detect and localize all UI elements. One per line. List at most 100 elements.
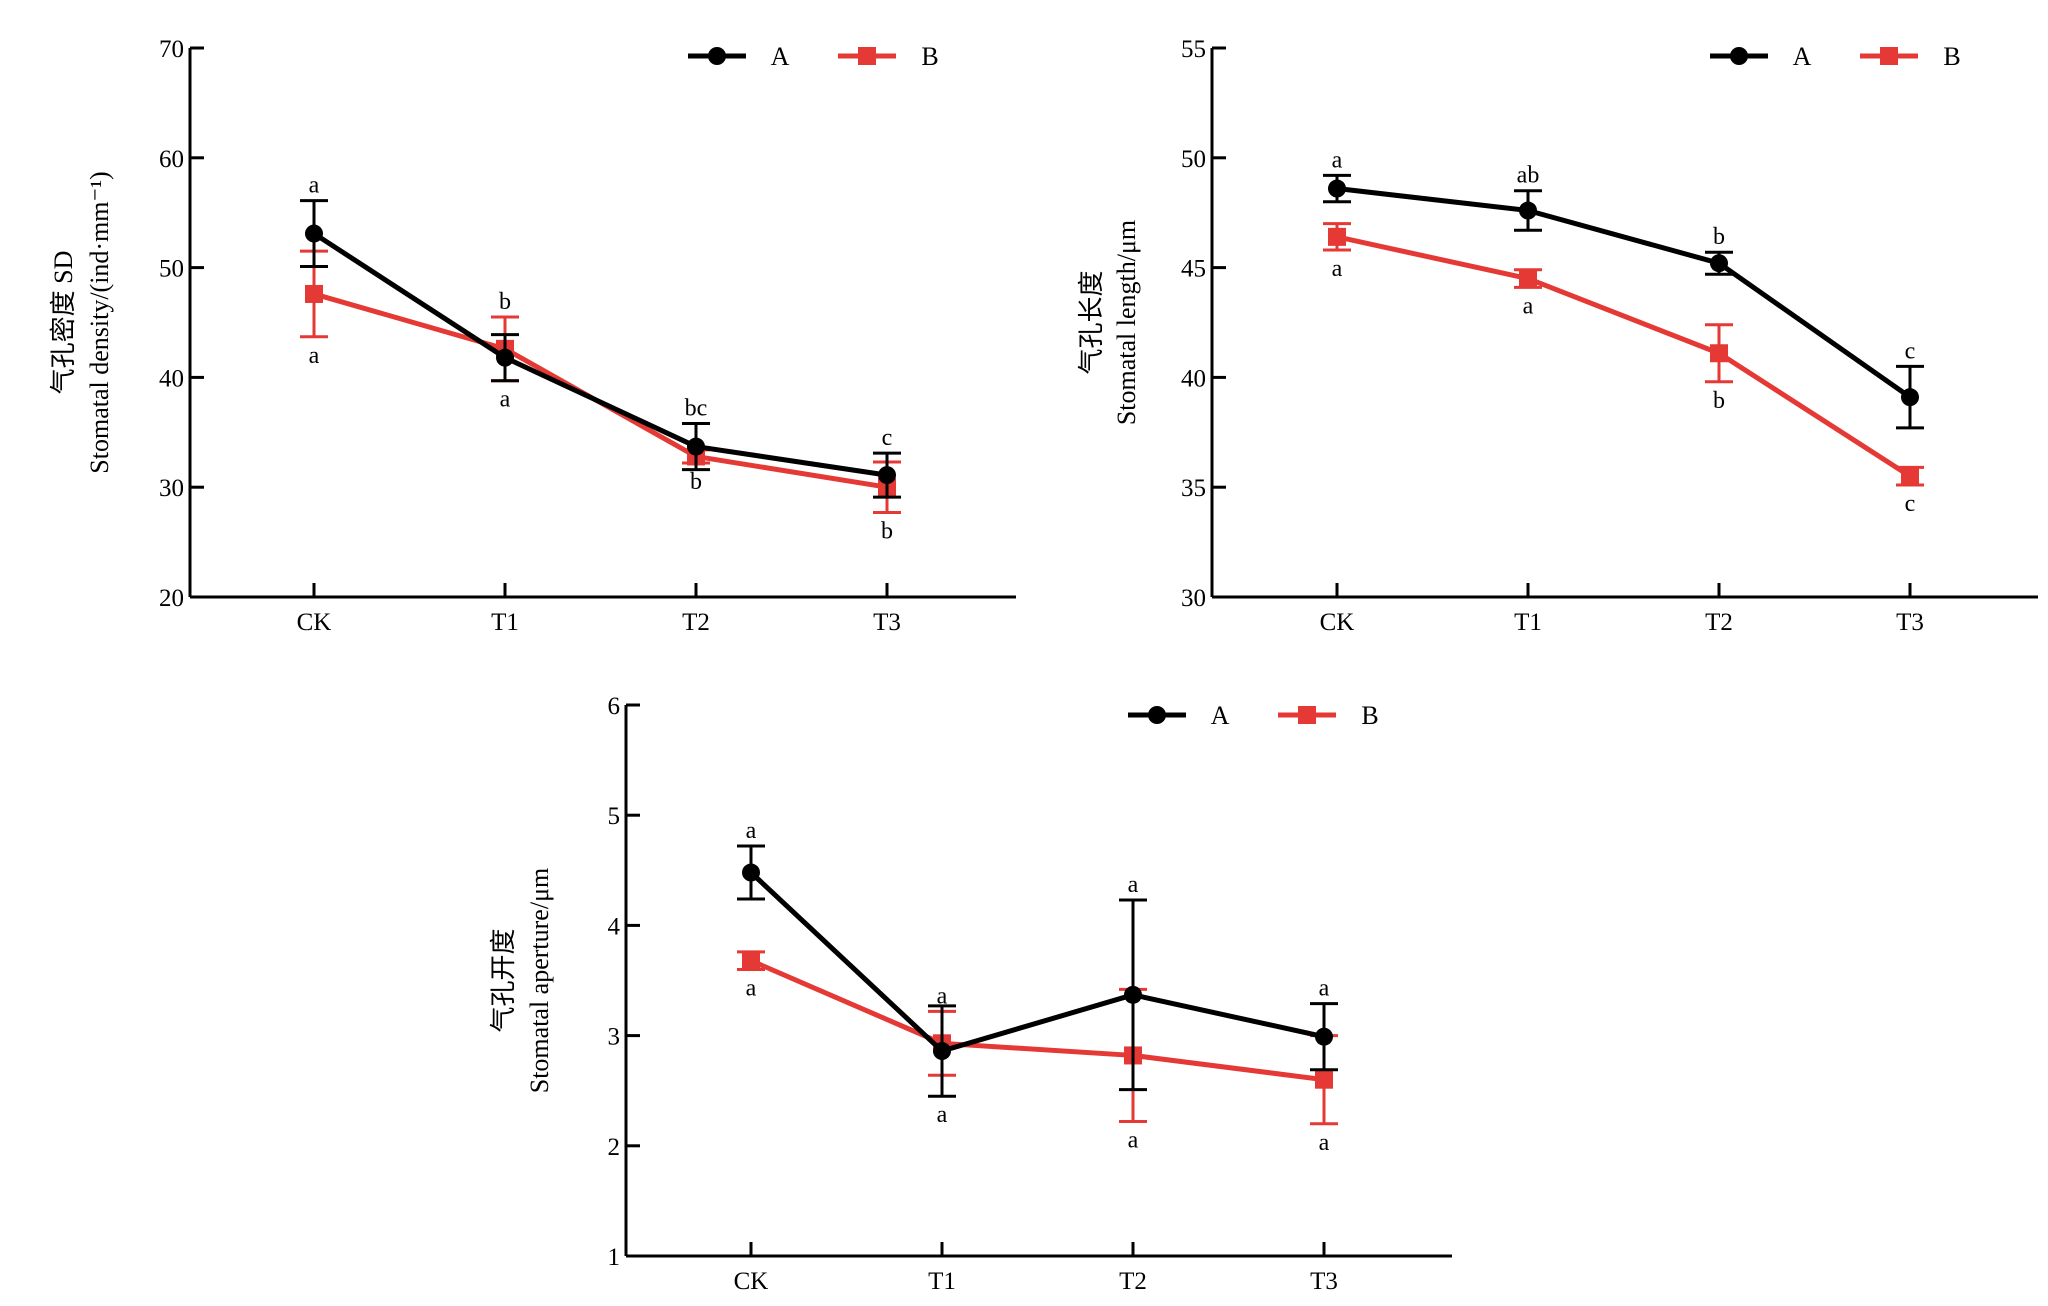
legend-marker-square-icon xyxy=(1880,47,1898,65)
x-tick-label: T2 xyxy=(1705,609,1733,636)
y-tick-label: 30 xyxy=(159,475,184,502)
x-tick-label: T1 xyxy=(928,1268,956,1295)
series-line xyxy=(312,231,888,478)
legend-marker-circle-icon xyxy=(1148,706,1166,724)
data-point xyxy=(878,466,896,485)
x-tick-label: T3 xyxy=(1896,609,1924,636)
significance-letter: a xyxy=(1319,976,1330,1002)
significance-letter: a xyxy=(1128,872,1139,898)
legend-label: B xyxy=(1943,42,1960,71)
legend-label: A xyxy=(1793,42,1812,71)
legend-marker-square-icon xyxy=(858,47,876,65)
significance-letter: a xyxy=(937,1102,948,1128)
significance-letter: b xyxy=(690,469,702,495)
data-point xyxy=(1710,344,1728,363)
series-B: a a b c xyxy=(1323,222,1924,517)
significance-letter: a xyxy=(1523,293,1534,319)
data-point xyxy=(1315,1070,1333,1089)
y-tick-label: 20 xyxy=(159,585,184,612)
legend-marker-square-icon xyxy=(1298,706,1316,724)
data-point xyxy=(1124,985,1142,1004)
significance-letter: ab xyxy=(1517,163,1540,189)
y-tick-label: 50 xyxy=(1181,146,1206,173)
legend-label: A xyxy=(1211,701,1230,730)
x-tick-label: T1 xyxy=(491,609,519,636)
y-axis-label-en: Stomatal aperture/μm xyxy=(525,868,554,1093)
chart-length: 30 35 40 45 50 55 CK T1 T2 T3 气孔长度 Stomatal length/… xyxy=(1077,36,2038,636)
significance-letter: a xyxy=(500,387,511,413)
y-axis-label-en: Stomatal density/(ind·mm⁻¹) xyxy=(85,171,114,473)
legend-label: B xyxy=(921,42,938,71)
series-B: a b b b xyxy=(300,249,901,544)
significance-letter: a xyxy=(746,975,757,1001)
y-axis-label-en: Stomatal length/μm xyxy=(1112,220,1141,425)
x-tick-label: CK xyxy=(1320,609,1355,636)
x-tick-label: T1 xyxy=(1514,609,1542,636)
significance-letter: a xyxy=(1332,147,1343,173)
data-point xyxy=(687,437,705,456)
series-B: a a a a xyxy=(737,950,1338,1156)
data-point xyxy=(742,863,760,882)
chart-density: 20 30 40 50 60 70 CK T1 T2 T3 气孔密度 SD Stomatal dens… xyxy=(49,36,1016,636)
y-tick-label: 50 xyxy=(159,256,184,283)
data-point xyxy=(305,284,323,303)
significance-letter: a xyxy=(1128,1128,1139,1154)
significance-letter: a xyxy=(746,818,757,844)
y-tick-label: 1 xyxy=(608,1244,621,1271)
y-tick-label: 4 xyxy=(608,913,621,940)
y-tick-label: 3 xyxy=(608,1024,621,1051)
significance-letter: b xyxy=(499,289,511,315)
y-axis-label-cn: 气孔密度 SD xyxy=(49,251,78,395)
x-tick-label: T2 xyxy=(1119,1268,1147,1295)
y-axis-label-cn: 气孔长度 xyxy=(1077,270,1106,374)
y-tick-label: 70 xyxy=(159,36,184,63)
y-tick-label: 40 xyxy=(1181,365,1206,392)
data-point xyxy=(1315,1027,1333,1046)
series-A: a a a a xyxy=(737,818,1338,1128)
series-line xyxy=(313,291,888,490)
data-point xyxy=(1901,467,1919,486)
x-tick-label: T3 xyxy=(873,609,901,636)
y-tick-label: 6 xyxy=(608,693,621,720)
y-tick-label: 45 xyxy=(1181,256,1206,283)
significance-letter: a xyxy=(937,983,948,1009)
data-point xyxy=(1519,201,1537,220)
series-line xyxy=(1336,234,1912,479)
significance-letter: a xyxy=(309,173,320,199)
significance-letter: b xyxy=(1713,224,1725,250)
y-axis-label-cn: 气孔开度 xyxy=(489,928,518,1032)
significance-letter: b xyxy=(1713,388,1725,414)
legend-label: A xyxy=(771,42,790,71)
x-tick-label: CK xyxy=(734,1268,769,1295)
significance-letter: bc xyxy=(685,396,708,422)
legend-label: B xyxy=(1361,701,1378,730)
significance-letter: c xyxy=(882,425,893,451)
data-point xyxy=(1710,254,1728,273)
x-tick-label: T2 xyxy=(682,609,710,636)
series-line xyxy=(749,870,1325,1054)
data-point xyxy=(1328,227,1346,246)
legend-marker-circle-icon xyxy=(708,47,726,65)
y-tick-label: 2 xyxy=(608,1134,621,1161)
x-tick-label: T3 xyxy=(1310,1268,1338,1295)
y-tick-label: 30 xyxy=(1181,585,1206,612)
data-point xyxy=(933,1042,951,1061)
data-point xyxy=(305,224,323,243)
significance-letter: c xyxy=(1905,338,1916,364)
y-tick-label: 60 xyxy=(159,146,184,173)
y-tick-label: 5 xyxy=(608,803,621,830)
significance-letter: a xyxy=(1332,256,1343,282)
data-point xyxy=(1901,388,1919,407)
significance-letter: a xyxy=(1319,1130,1330,1156)
y-tick-label: 35 xyxy=(1181,475,1206,502)
data-point xyxy=(742,951,760,970)
series-line xyxy=(750,958,1325,1083)
data-point xyxy=(496,348,514,367)
data-point xyxy=(1519,269,1537,288)
